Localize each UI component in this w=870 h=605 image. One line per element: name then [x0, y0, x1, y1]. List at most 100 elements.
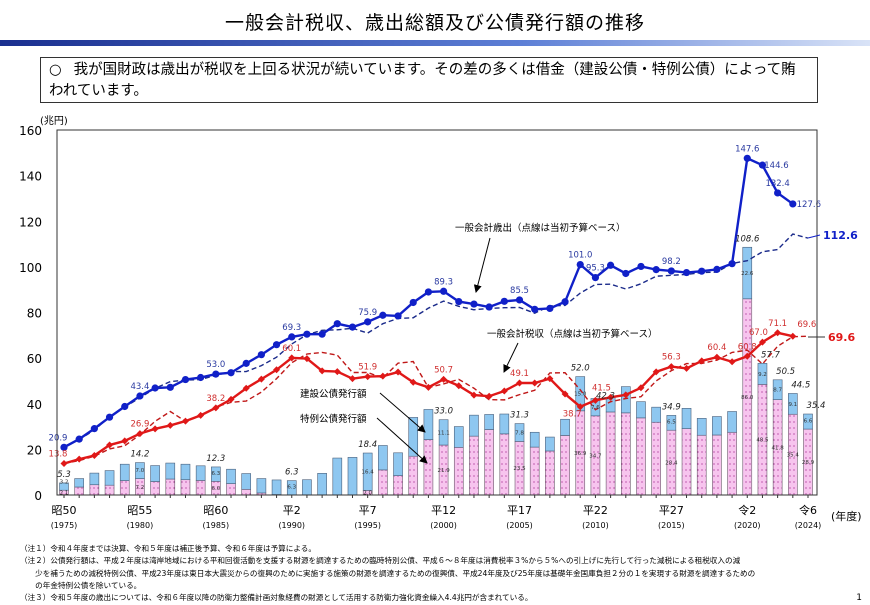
tax-point	[500, 387, 508, 395]
x-tick-year: (2024)	[795, 521, 822, 530]
tax-value-label: 69.6	[797, 320, 816, 330]
expenditure-value-label: 85.5	[510, 286, 529, 296]
tax-point	[90, 452, 98, 460]
bar-special-bond	[636, 417, 646, 496]
tax-point	[364, 373, 372, 381]
expenditure-point	[181, 375, 190, 384]
tax-point	[348, 375, 356, 383]
bar-special-bond	[605, 411, 616, 496]
construction-value-label: 22.6	[741, 271, 754, 277]
tax-point	[485, 392, 493, 400]
bar-construction-bond	[484, 414, 494, 430]
construction-value-label: 9.1	[788, 402, 797, 408]
expenditure-point	[470, 300, 478, 308]
bond-total-label: 14.2	[130, 450, 149, 460]
bar-construction-bond	[256, 478, 267, 494]
bar-construction-bond	[104, 470, 115, 486]
bar-construction-bond	[545, 436, 555, 452]
expenditure-value-label: 101.0	[568, 251, 592, 261]
x-tick-label: 平2	[283, 504, 301, 517]
bond-total-label: 6.3	[285, 468, 299, 478]
bar-construction-bond	[742, 246, 753, 300]
x-axis-unit: (年度)	[831, 509, 862, 523]
tax-value-label: 41.5	[592, 383, 611, 393]
x-tick-year: (1985)	[203, 521, 230, 530]
tax-point	[303, 355, 311, 363]
bond-total-label: 5.3	[57, 470, 71, 480]
tax-value-label: 38.2	[206, 394, 225, 404]
tax-value-label: 60.1	[282, 344, 301, 354]
tax-point	[379, 372, 387, 380]
construction-value-label: 3.2	[60, 480, 69, 486]
tax-point	[242, 384, 250, 392]
tax-point	[106, 441, 114, 449]
expenditure-point	[667, 267, 675, 275]
y-tick-label: 40	[27, 398, 42, 412]
expenditure-value-label: 95.3	[586, 264, 605, 274]
tax-point	[758, 338, 766, 346]
expenditure-point	[136, 392, 144, 400]
bar-construction-bond	[362, 452, 373, 491]
bar-construction-bond	[772, 379, 783, 400]
bar-special-bond	[180, 479, 191, 496]
expenditure-point	[60, 443, 68, 451]
construction-value-label: 7.6	[591, 405, 600, 411]
annotation-tax: 一般会計税収（点線は当初予算ベース）	[487, 328, 658, 340]
bullet: ○	[49, 62, 62, 78]
tax-point	[622, 391, 630, 399]
annotation-tax-arrow	[503, 342, 519, 373]
bar-construction-bond	[514, 423, 525, 442]
construction-value-label: 6.3	[211, 471, 220, 477]
tax-point	[288, 354, 296, 362]
bar-construction-bond	[666, 415, 677, 431]
expenditure-value-label: 89.3	[434, 277, 453, 287]
page-number: 1	[856, 593, 862, 603]
bar-special-bond	[529, 446, 540, 496]
x-tick-label: 昭50	[52, 504, 77, 517]
bar-construction-bond	[636, 401, 646, 419]
expenditure-point	[121, 402, 129, 411]
bar-construction-bond	[211, 466, 221, 482]
special-value-label: 7.2	[136, 485, 145, 491]
bar-construction-bond	[681, 408, 692, 429]
construction-value-label: 15.0	[574, 392, 587, 398]
x-tick-year: (1980)	[127, 521, 154, 530]
expenditure-point	[424, 288, 433, 296]
tax-value-label: 26.9	[130, 420, 149, 430]
expenditure-value-label: 127.6	[797, 200, 821, 210]
construction-value-label: 6.3	[287, 485, 296, 491]
bond-total-label: 44.5	[791, 380, 810, 390]
annotations: 一般会計歳出（点線は当初予算ベース） 一般会計税収（点線は当初予算ベース） 建設…	[300, 222, 658, 464]
tax-point	[607, 393, 615, 401]
y-tick-label: 20	[27, 443, 42, 457]
tax-value-label: 60.4	[707, 343, 726, 353]
bar-construction-bond	[347, 457, 358, 496]
bar-special-bond	[469, 435, 479, 496]
tax-point	[60, 460, 68, 468]
bar-special-bond	[165, 478, 176, 496]
bar-construction-bond	[712, 416, 722, 436]
special-value-label: 28.9	[802, 460, 815, 466]
expenditure-point	[394, 312, 402, 320]
tax-point	[151, 425, 159, 433]
special-value-label: 28.4	[665, 461, 678, 467]
note-2: （注２）公債発行額は、平成２年度は湾岸地域における平和回復活動を支援する財源を調…	[20, 556, 741, 566]
bar-construction-bond	[302, 479, 312, 496]
bar-construction-bond	[393, 452, 403, 476]
bar-special-bond	[712, 434, 722, 496]
tax-point	[166, 421, 174, 429]
tax-point	[637, 384, 645, 392]
expenditure-point	[90, 425, 98, 433]
expenditure-point	[105, 413, 114, 421]
bar-special-bond	[150, 481, 160, 496]
tax-point	[257, 375, 265, 383]
x-tick-year: (1975)	[51, 521, 78, 530]
bond-total-label: 34.9	[662, 402, 681, 412]
expenditure-value-label: 132.4	[765, 179, 789, 189]
x-tick-year: (1990)	[278, 521, 305, 530]
bar-construction-bond	[620, 386, 631, 414]
bar-construction-bond	[438, 419, 449, 446]
bar-special-bond	[499, 433, 510, 496]
bar-construction-bond	[135, 462, 145, 479]
bond-total-label: 50.5	[776, 367, 795, 377]
